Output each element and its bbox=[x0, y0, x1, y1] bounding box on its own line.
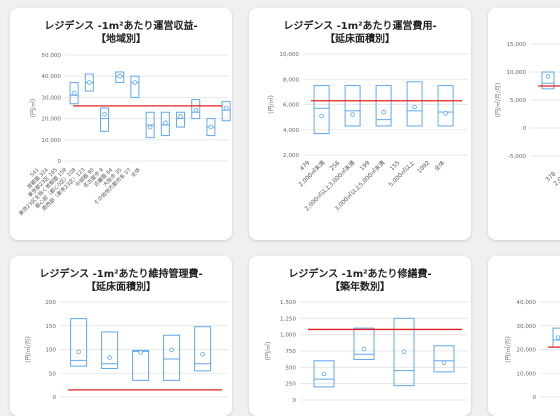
mean-marker bbox=[444, 111, 448, 115]
y-tick-label: 10,000 bbox=[506, 70, 526, 76]
category-label: 155 bbox=[389, 160, 401, 172]
mean-marker bbox=[133, 81, 137, 85]
y-tick-label: 750 bbox=[285, 349, 296, 355]
mean-marker bbox=[72, 91, 76, 95]
y-tick-label: 0 bbox=[57, 159, 61, 165]
y-axis-label: (円/㎡/月) bbox=[24, 336, 32, 363]
mean-marker bbox=[148, 125, 152, 129]
mean-marker bbox=[351, 113, 355, 117]
box bbox=[222, 102, 230, 121]
category-label: 479 bbox=[299, 160, 311, 172]
y-tick-label: 1,500 bbox=[280, 300, 296, 306]
y-tick-label: 0 bbox=[522, 126, 526, 132]
y-tick-label: 250 bbox=[285, 382, 296, 388]
mean-marker bbox=[209, 125, 213, 129]
mean-marker bbox=[320, 114, 324, 118]
category-label: 2,000㎡未満 bbox=[297, 159, 327, 189]
mean-marker bbox=[179, 115, 183, 119]
y-axis-label: (円/㎡) bbox=[29, 99, 37, 118]
box bbox=[438, 86, 453, 126]
mean-marker bbox=[77, 350, 81, 354]
y-tick-label: 30,000 bbox=[41, 95, 61, 101]
y-axis-label: (円/㎡) bbox=[264, 342, 272, 361]
box bbox=[314, 86, 329, 134]
mean-marker bbox=[108, 356, 112, 360]
y-tick-label: 150 bbox=[45, 324, 56, 330]
mean-marker bbox=[118, 74, 122, 78]
y-tick-label: 40,000 bbox=[41, 74, 61, 80]
y-tick-label: 10,000 bbox=[279, 52, 299, 58]
y-tick-label: -5,000 bbox=[508, 154, 526, 160]
box bbox=[434, 346, 454, 372]
y-tick-label: 5,000 bbox=[510, 98, 526, 104]
mean-marker bbox=[103, 112, 107, 116]
mean-marker bbox=[362, 347, 366, 351]
box bbox=[102, 332, 118, 369]
y-tick-label: 30,000 bbox=[516, 324, 536, 330]
category-label: 1092 bbox=[417, 160, 432, 175]
mean-marker bbox=[546, 75, 550, 79]
y-tick-label: 6,000 bbox=[283, 103, 299, 109]
mean-marker bbox=[224, 106, 228, 110]
category-label: 5,000㎡以上 bbox=[387, 159, 417, 189]
y-tick-label: 2,000 bbox=[283, 153, 299, 159]
box bbox=[407, 82, 422, 126]
y-tick-label: 10,000 bbox=[41, 138, 61, 144]
box bbox=[131, 76, 139, 97]
y-tick-label: 40,000 bbox=[516, 300, 536, 306]
y-tick-label: 20,000 bbox=[41, 117, 61, 123]
category-label: 199 bbox=[359, 160, 371, 172]
box bbox=[133, 350, 149, 380]
y-axis-label: (円/㎡) bbox=[267, 95, 275, 114]
y-tick-label: 0 bbox=[292, 398, 296, 404]
category-label: 256 bbox=[329, 160, 341, 172]
y-tick-label: 20,000 bbox=[516, 348, 536, 354]
y-tick-label: 0 bbox=[52, 395, 56, 401]
y-tick-label: 0 bbox=[532, 395, 536, 401]
box bbox=[354, 328, 374, 359]
y-tick-label: 1,000 bbox=[280, 333, 296, 339]
y-tick-label: 50 bbox=[49, 371, 57, 377]
y-axis-label: (円/㎡/月) bbox=[504, 336, 512, 363]
y-tick-label: 200 bbox=[45, 300, 56, 306]
charts-layer: 010,00020,00030,00040,00050,000(円/㎡)541首… bbox=[0, 0, 560, 400]
mean-marker bbox=[322, 372, 326, 376]
y-tick-label: 8,000 bbox=[283, 77, 299, 83]
mean-marker bbox=[442, 361, 446, 365]
y-tick-label: 1,250 bbox=[280, 316, 296, 322]
category-label: 全体 bbox=[433, 159, 447, 173]
mean-marker bbox=[556, 336, 560, 340]
mean-marker bbox=[402, 350, 406, 354]
mean-marker bbox=[139, 350, 143, 354]
y-tick-label: 50,000 bbox=[41, 53, 61, 59]
mean-marker bbox=[382, 110, 386, 114]
mean-marker bbox=[201, 352, 205, 356]
y-tick-label: 500 bbox=[285, 365, 296, 371]
y-tick-label: 4,000 bbox=[283, 128, 299, 134]
mean-marker bbox=[194, 108, 198, 112]
box bbox=[345, 86, 360, 126]
y-tick-label: 100 bbox=[45, 348, 56, 354]
mean-marker bbox=[413, 105, 417, 109]
mean-marker bbox=[87, 81, 91, 85]
mean-marker bbox=[170, 348, 174, 352]
y-axis-label: (円/㎡/月/月) bbox=[494, 83, 502, 118]
box bbox=[101, 108, 109, 131]
y-tick-label: 15,000 bbox=[506, 42, 526, 48]
mean-marker bbox=[163, 121, 167, 125]
y-tick-label: 10,000 bbox=[516, 371, 536, 377]
